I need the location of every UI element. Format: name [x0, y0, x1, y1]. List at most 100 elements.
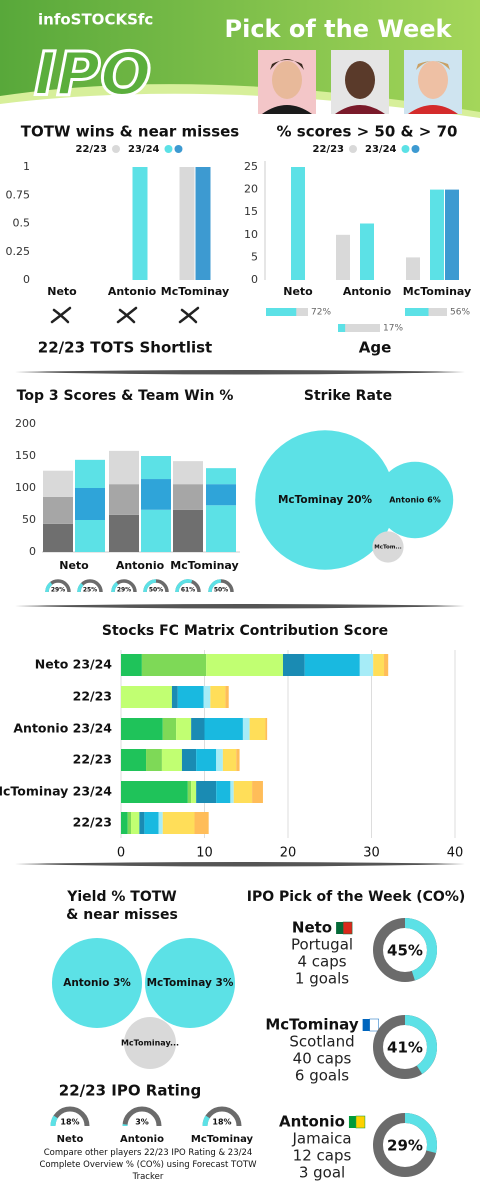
bar-segment: [43, 470, 73, 497]
bar-segment: [109, 514, 139, 552]
bar: [360, 223, 374, 280]
gauge-fill: [50, 1115, 58, 1127]
bar-segment: [181, 749, 197, 771]
bubble: [376, 461, 454, 539]
bar-segment: [177, 686, 204, 708]
bar-segment: [304, 654, 360, 676]
gauge-label: 18%: [60, 1118, 79, 1127]
bar-segment: [162, 812, 195, 834]
bar-segment: [194, 812, 209, 834]
bar-segment: [176, 718, 192, 740]
player-detail: 4 caps: [297, 953, 346, 971]
y-tick-label: 1: [23, 160, 30, 173]
gauge-name: McTominay: [191, 1134, 254, 1145]
bar-segment: [75, 488, 105, 520]
player-detail: 3 goal: [299, 1164, 345, 1182]
y-tick-label: 100: [15, 481, 36, 494]
x-tick-label: 40: [447, 846, 464, 861]
bar-segment: [359, 654, 374, 676]
x-tick-label: Antonio: [116, 559, 165, 572]
legend: 22/23 23/24: [313, 144, 420, 155]
bar-segment: [191, 781, 197, 803]
shirt: [408, 105, 458, 114]
legend: 22/23 23/24: [76, 144, 183, 155]
bar-segment: [173, 461, 203, 485]
shirt: [262, 105, 312, 114]
bar: [406, 257, 420, 280]
bubble: [372, 531, 404, 563]
bar-segment: [75, 459, 105, 488]
player-detail: 12 caps: [293, 1147, 352, 1165]
y-tick-label: 0.5: [13, 217, 31, 230]
progress-fill: [405, 308, 429, 316]
bar-segment: [282, 654, 305, 676]
chart-title: Stocks FC Matrix Contribution Score: [102, 623, 388, 639]
x-tick-label: McTominay: [170, 559, 238, 572]
bar-segment: [141, 479, 171, 510]
x-tick-label: Neto: [47, 285, 77, 298]
bar-segment: [161, 749, 182, 771]
donut-label: 45%: [387, 942, 423, 960]
bar-segment: [187, 781, 192, 803]
bar-segment: [146, 749, 162, 771]
bubble: [255, 430, 395, 570]
chart-title: IPO Pick of the Week (CO%): [247, 889, 466, 905]
y-tick-label: 25: [244, 160, 258, 173]
legend-swatch: [411, 145, 420, 153]
face: [345, 61, 375, 99]
gauge-fill: [202, 1115, 210, 1127]
y-tick-label: 0: [251, 273, 258, 286]
bar-segment: [121, 686, 172, 708]
bar-segment: [222, 749, 237, 771]
donut-label: 29%: [387, 1137, 423, 1155]
bar-segment: [203, 686, 211, 708]
value-label: 72%: [311, 308, 331, 318]
gauge-fill: [175, 579, 193, 593]
flag: [369, 1018, 379, 1032]
legend-label: 23/24: [365, 144, 397, 155]
bar: [132, 167, 148, 280]
bar: [445, 189, 459, 280]
donut-label: 41%: [387, 1039, 423, 1057]
gauge-label: 3%: [135, 1118, 149, 1127]
bar-segment: [210, 686, 226, 708]
gauge-track: [122, 1106, 162, 1127]
bar-segment: [141, 456, 171, 480]
bar-segment: [236, 749, 240, 771]
legend-swatch: [174, 145, 183, 153]
y-tick-label: 10: [244, 228, 258, 241]
x-tick-label: 20: [280, 846, 297, 861]
player-detail: Portugal: [291, 936, 353, 954]
legend-swatch: [112, 145, 120, 153]
x-tick-label: Neto: [283, 285, 313, 298]
y-tick-label: 150: [15, 449, 36, 462]
bar-segment: [121, 812, 128, 834]
face: [272, 61, 302, 99]
gauge-fill: [208, 579, 222, 593]
face: [418, 61, 448, 99]
x-tick-label: McTominay: [161, 285, 229, 298]
gauge-label: 29%: [117, 587, 131, 594]
y-tick-label: 0.75: [6, 188, 31, 201]
bar-segment: [173, 484, 203, 510]
bar-segment: [204, 718, 243, 740]
progress-fill: [266, 308, 297, 316]
player-name: Antonio: [279, 1113, 345, 1131]
brand: infoSTOCKSfc: [38, 11, 153, 29]
bar-segment: [121, 781, 188, 803]
x-marks: [50, 306, 200, 324]
player-photos: [258, 50, 462, 114]
bubble: [51, 937, 143, 1029]
bubble: [144, 937, 236, 1029]
y-tick-label: 0: [23, 273, 30, 286]
gauge-label: 50%: [214, 587, 228, 594]
bar-segment: [216, 749, 223, 771]
bubble-label: McTominay...: [121, 1039, 179, 1048]
logo: IPO: [34, 40, 151, 110]
bar-segment: [206, 505, 236, 552]
bar-segment: [242, 718, 250, 740]
x-tick-label: McTominay: [403, 285, 471, 298]
player-detail: 1 goals: [295, 970, 349, 988]
